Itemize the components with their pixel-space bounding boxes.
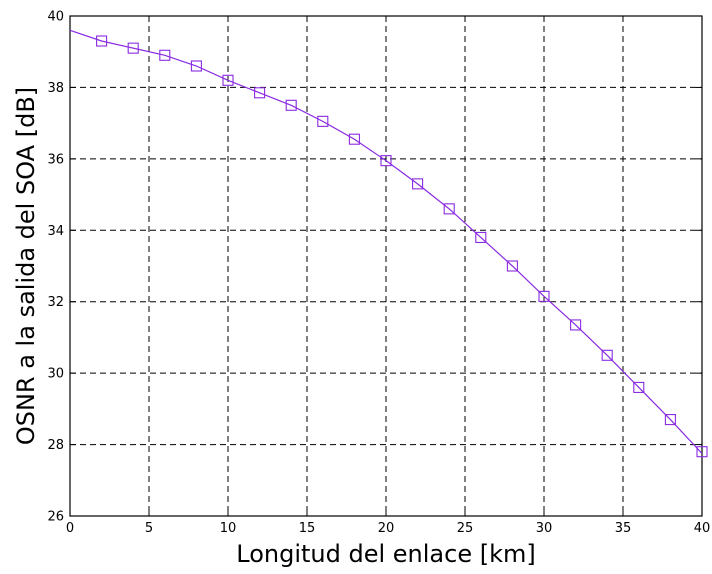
x-tick-label: 25	[457, 521, 474, 536]
data-point-marker	[475, 231, 487, 243]
x-axis-label: Longitud del enlace [km]	[236, 540, 535, 568]
data-point-marker	[317, 115, 329, 127]
data-point-marker	[664, 414, 676, 426]
y-tick-label: 30	[47, 367, 64, 382]
marker-layer	[96, 35, 708, 458]
data-point-marker	[380, 155, 392, 167]
y-tick-label: 38	[47, 81, 64, 96]
osnr-curve	[69, 29, 703, 454]
data-point-marker	[570, 319, 582, 331]
data-point-marker	[222, 74, 234, 86]
y-tick-label: 26	[47, 510, 64, 525]
y-tick-label: 32	[47, 295, 64, 310]
data-point-marker	[254, 87, 266, 99]
data-point-marker	[285, 99, 297, 111]
data-point-marker	[412, 178, 424, 190]
x-tick-label: 0	[66, 521, 74, 536]
tick-label-layer: 0 5 10 15 20 25 30 35 40 26 28 30 32 34 36 38 40	[47, 10, 710, 537]
data-point-marker	[96, 35, 108, 47]
x-tick-label: 15	[299, 521, 316, 536]
grid-layer	[70, 16, 702, 516]
data-point-marker	[443, 203, 455, 215]
data-point-marker	[601, 349, 613, 361]
x-tick-label: 35	[615, 521, 632, 536]
x-tick-label: 40	[694, 521, 711, 536]
data-point-marker	[127, 42, 139, 54]
plot-frame	[69, 15, 703, 517]
y-tick-label: 34	[47, 224, 64, 239]
data-point-marker	[159, 49, 171, 61]
y-tick-label: 40	[47, 10, 64, 25]
y-tick-label: 36	[47, 152, 64, 167]
data-point-marker	[506, 260, 518, 272]
y-tick-label: 28	[47, 438, 64, 453]
data-point-marker	[633, 381, 645, 393]
y-axis-label: OSNR a la salida del SOA [dB]	[12, 87, 40, 445]
data-point-marker	[538, 290, 550, 302]
x-tick-label: 30	[536, 521, 553, 536]
x-tick-label: 5	[145, 521, 153, 536]
data-point-marker	[348, 133, 360, 145]
x-tick-label: 20	[378, 521, 395, 536]
tick-layer	[69, 15, 703, 517]
x-tick-label: 10	[220, 521, 237, 536]
data-point-marker	[190, 60, 202, 72]
data-point-marker	[696, 446, 708, 458]
